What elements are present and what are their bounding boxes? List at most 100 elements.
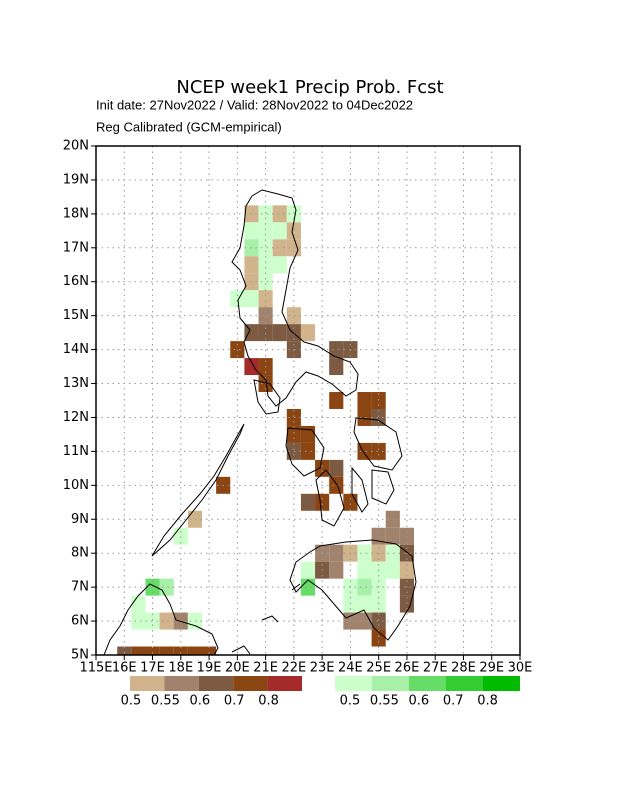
coast-sulu <box>231 583 301 655</box>
x-tick-label: 17E <box>140 661 165 676</box>
y-tick-label: 11N <box>63 444 89 459</box>
y-tick-label: 5N <box>71 648 89 663</box>
prob-cell <box>159 646 174 655</box>
prob-cell <box>258 239 273 257</box>
prob-cell <box>187 646 202 655</box>
x-tick-label: 22E <box>281 661 306 676</box>
prob-cell <box>371 408 386 426</box>
x-tick-label: 27E <box>423 661 448 676</box>
colorbar-swatch <box>198 676 234 691</box>
coastline <box>103 189 417 655</box>
colorbar-label: 0.8 <box>477 694 498 709</box>
prob-cell <box>300 324 316 342</box>
prob-cell <box>286 425 301 443</box>
x-tick-label: 19E <box>197 661 222 676</box>
prob-cell <box>399 527 414 545</box>
prob-cell <box>286 307 301 325</box>
y-tick-label: 10N <box>63 478 89 493</box>
y-tick-label: 9N <box>71 512 89 527</box>
prob-cell <box>131 612 146 630</box>
prob-cell <box>159 578 174 596</box>
grid <box>96 146 520 655</box>
x-tick-label: 26E <box>395 661 420 676</box>
prob-cell <box>300 561 316 579</box>
subtitle: Reg Calibrated (GCM-empirical) <box>96 119 282 134</box>
prob-cell <box>202 646 217 655</box>
prob-cell <box>357 544 372 562</box>
x-tick-label: 23E <box>310 661 335 676</box>
prob-cell <box>286 408 301 426</box>
y-tick-label: 8N <box>71 546 89 561</box>
prob-cell <box>371 595 386 613</box>
colorbar-swatch <box>130 676 165 691</box>
prob-cell <box>329 544 344 562</box>
coast-negros <box>315 469 345 527</box>
prob-cell <box>357 578 372 596</box>
prob-cell <box>187 612 202 630</box>
coast-luzon <box>231 189 359 407</box>
x-tick-label: 21E <box>253 661 278 676</box>
prob-cell <box>329 358 344 376</box>
colorbar-swatch <box>483 676 520 691</box>
x-tick-label: 28E <box>451 661 476 676</box>
colorbar-swatch <box>267 676 302 691</box>
coast-samar <box>353 417 403 471</box>
coast-borneo <box>103 583 219 655</box>
prob-cell <box>300 493 316 511</box>
prob-cell <box>272 324 287 342</box>
coast-mindanao <box>289 539 417 641</box>
x-tick-label: 18E <box>168 661 193 676</box>
prob-cell <box>385 510 400 528</box>
prob-cell <box>272 222 287 240</box>
prob-cell <box>258 273 273 291</box>
coast-mindoro <box>253 379 281 415</box>
y-tick-label: 13N <box>63 376 89 391</box>
y-tick-label: 17N <box>63 240 89 255</box>
prob-cell <box>145 612 160 630</box>
prob-cell <box>272 205 287 223</box>
colorbar-label: 0.6 <box>189 694 210 709</box>
colorbar-label: 0.5 <box>340 694 361 709</box>
colorbar-label: 0.5 <box>121 694 142 709</box>
prob-cell <box>244 324 259 342</box>
prob-cell <box>357 561 372 579</box>
coast-bohol-leyte <box>371 469 395 505</box>
prob-cell <box>286 205 301 223</box>
prob-cell <box>329 392 344 409</box>
prob-cell <box>343 595 358 613</box>
ticks: 115E 16E 17E 18E 19E 20E 21E 22E 23E 24E 25E 26E 27E… <box>63 139 533 676</box>
colorbar-swatch <box>233 676 268 691</box>
prob-cell <box>286 222 301 240</box>
y-tick-label: 7N <box>71 580 89 595</box>
y-tick-label: 12N <box>63 410 89 425</box>
prob-cell <box>244 256 259 274</box>
title: NCEP week1 Precip Prob. Fcst <box>176 77 443 98</box>
prob-cell <box>300 442 316 460</box>
x-tick-label: 25E <box>366 661 391 676</box>
prob-cell <box>117 646 132 655</box>
prob-cell <box>173 527 188 545</box>
prob-cell <box>385 544 400 562</box>
prob-cell <box>329 459 344 477</box>
prob-cell <box>187 510 202 528</box>
prob-cell <box>258 290 273 308</box>
prob-cell <box>272 256 287 274</box>
prob-cell <box>357 392 372 409</box>
colorbar-label: 0.7 <box>443 694 464 709</box>
y-tick-label: 6N <box>71 614 89 629</box>
prob-cell <box>371 629 386 647</box>
prob-cell <box>357 595 372 613</box>
prob-cell <box>244 222 259 240</box>
y-tick-label: 14N <box>63 342 89 357</box>
subtitle: Init date: 27Nov2022 / Valid: 28Nov2022 … <box>96 97 413 112</box>
y-tick-label: 16N <box>63 274 89 289</box>
plot-frame <box>95 145 521 656</box>
colorbar-label: 0.55 <box>370 694 399 709</box>
colorbar-label: 0.8 <box>258 694 279 709</box>
y-tick-label: 15N <box>63 308 89 323</box>
colorbar-swatch <box>446 676 483 691</box>
prob-cell <box>145 646 160 655</box>
prob-cell <box>244 290 259 308</box>
